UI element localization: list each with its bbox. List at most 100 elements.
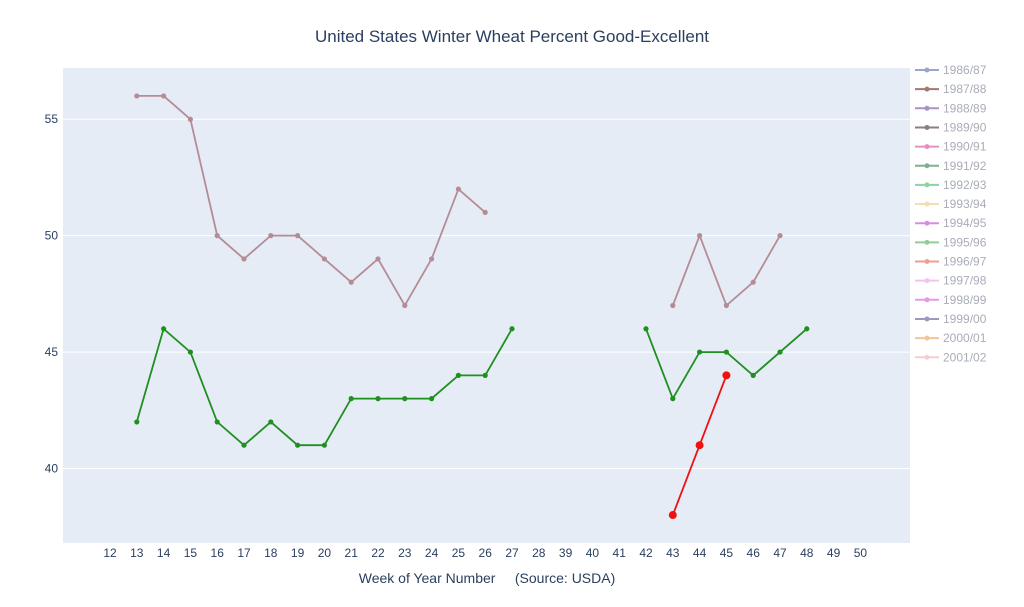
series-group [134,93,810,520]
legend-label: 2001/02 [943,350,987,364]
x-tick-label: 45 [720,546,734,560]
x-tick-label: 49 [827,546,841,560]
data-point [482,209,488,215]
data-point [670,302,676,309]
data-point [375,256,381,262]
legend-item[interactable]: 2000/01 [915,331,987,345]
data-point [348,279,354,285]
legend-label: 1993/94 [943,197,987,211]
data-point [295,442,301,448]
data-point [134,93,140,99]
legend-label: 1990/91 [943,140,987,154]
x-tick-label: 39 [559,546,573,560]
legend-swatch-marker [924,239,930,245]
x-tick-label: 13 [130,546,144,560]
data-point [268,233,274,239]
x-tick-label: 21 [345,546,359,560]
legend-swatch-marker [924,278,930,284]
data-point [161,326,167,332]
y-tick-label: 40 [45,461,59,475]
data-point [777,349,783,355]
legend-swatch-marker [924,124,930,130]
legend-label: 2000/01 [943,331,987,345]
legend-item[interactable]: 1990/91 [915,140,987,154]
x-tick-label: 20 [318,546,332,560]
legend-swatch-marker [924,220,930,226]
data-point [321,256,327,262]
x-tick-label: 15 [184,546,198,560]
data-point [750,372,756,378]
x-tick-label: 16 [211,546,225,560]
plot-background [63,68,910,543]
data-point [241,256,247,262]
legend-item[interactable]: 1996/97 [915,255,987,269]
chart-title: United States Winter Wheat Percent Good-… [315,27,709,46]
x-tick-label: 22 [371,546,385,560]
legend-swatch-marker [924,259,930,264]
y-tick-label: 50 [45,229,59,243]
data-point [429,256,435,262]
x-tick-label: 50 [854,546,868,560]
legend-item[interactable]: 1991/92 [915,159,987,173]
legend-swatch-marker [924,201,930,207]
x-tick-label: 24 [425,546,439,560]
x-tick-label: 47 [773,546,787,560]
legend-item[interactable]: 1999/00 [915,312,987,326]
x-tick-label: 40 [586,546,600,560]
data-point [777,233,783,239]
data-point [134,419,140,425]
grid-lines [63,118,910,469]
data-point [697,349,703,355]
series-2 [134,326,810,448]
x-axis-label: Week of Year Number (Source: USDA) [359,570,616,586]
data-point [750,279,756,285]
y-tick-labels: 40 45 50 55 [45,112,59,475]
legend-swatch-marker [924,182,930,188]
data-point [402,396,408,402]
legend-label: 1991/92 [943,159,987,173]
data-point [804,326,810,332]
legend-item[interactable]: 1998/99 [915,293,987,307]
legend-swatch-marker [924,86,930,92]
data-point [643,326,649,332]
x-tick-label: 41 [613,546,627,560]
legend-item[interactable]: 1987/88 [915,82,987,96]
legend-swatch-marker [924,297,930,303]
x-tick-label: 12 [103,546,117,560]
data-point [187,116,193,122]
data-point [670,396,676,402]
legend-swatch-marker [924,354,930,360]
legend-item[interactable]: 1988/89 [915,101,987,115]
legend-swatch-marker [924,105,930,111]
legend-item[interactable]: 1989/90 [915,120,987,134]
legend-item[interactable]: 1986/87 [915,63,987,77]
data-point [214,419,220,425]
data-point [321,442,327,448]
x-tick-label: 27 [505,546,519,560]
legend-swatch-marker [924,144,930,150]
x-tick-label: 43 [666,546,680,560]
legend-item[interactable]: 2001/02 [915,350,987,364]
legend[interactable]: 1986/87 1987/88 1988/89 1989/90 1990/91 1991/… [915,63,987,364]
data-point [695,441,704,450]
legend-swatch-marker [924,163,930,169]
legend-label: 1997/98 [943,274,987,288]
legend-item[interactable]: 1992/93 [915,178,987,192]
data-point [214,233,220,239]
legend-item[interactable]: 1994/95 [915,216,987,230]
series-1 [134,93,783,309]
x-tick-label: 19 [291,546,305,560]
x-tick-label: 25 [452,546,466,560]
data-point [402,302,408,309]
legend-item[interactable]: 1993/94 [915,197,987,211]
legend-item[interactable]: 1997/98 [915,274,987,288]
x-tick-label: 48 [800,546,814,560]
data-point [697,233,703,239]
x-tick-labels: 12 13 14 15 16 17 18 19 20 21 22 23 24 25 26 27 28 39 40 41… [103,546,867,560]
legend-label: 1999/00 [943,312,987,326]
legend-item[interactable]: 1995/96 [915,235,987,249]
x-tick-label: 44 [693,546,707,560]
x-tick-label: 23 [398,546,412,560]
data-point [295,233,301,239]
